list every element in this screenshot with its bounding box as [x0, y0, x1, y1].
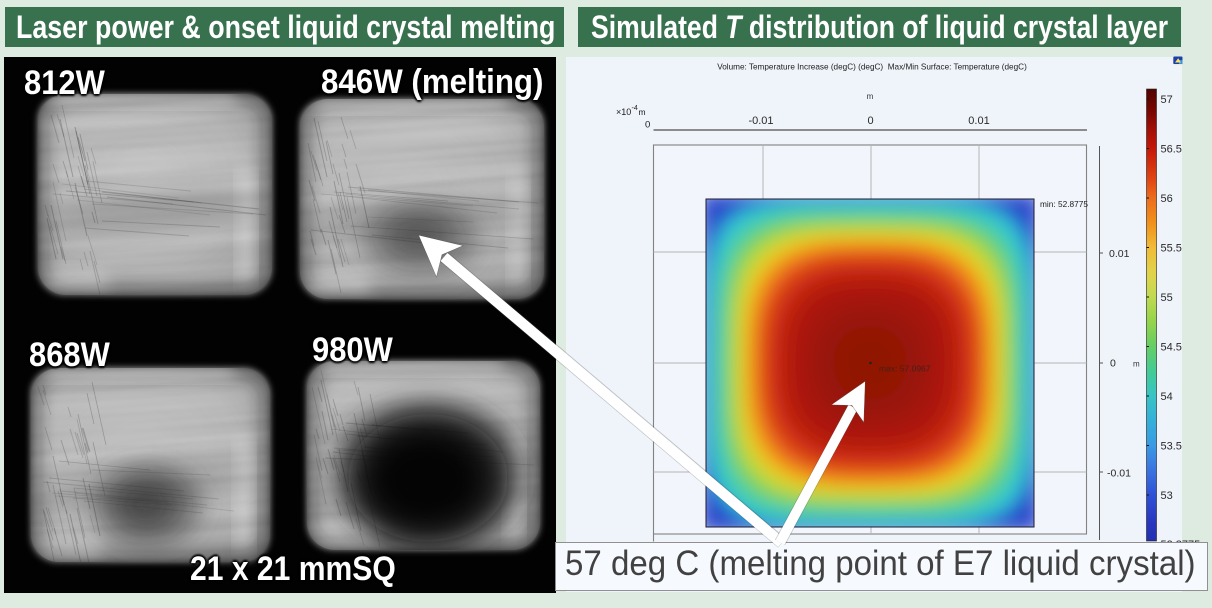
svg-text:max: 57.0967: max: 57.0967	[879, 364, 931, 374]
svg-text:0.01: 0.01	[1109, 248, 1130, 260]
svg-text:54: 54	[1161, 391, 1173, 403]
svg-text:54.5: 54.5	[1161, 342, 1182, 354]
svg-text:0.01: 0.01	[968, 115, 989, 127]
svg-text:56.5: 56.5	[1161, 144, 1182, 156]
svg-text:Volume: Temperature Increase (: Volume: Temperature Increase (degC) (deg…	[717, 63, 1027, 72]
svg-text:m: m	[867, 92, 874, 101]
svg-text:-0.01: -0.01	[748, 115, 773, 127]
svg-text:0: 0	[1110, 358, 1116, 370]
svg-text:-4: -4	[632, 105, 638, 112]
svg-text:0: 0	[867, 115, 873, 127]
svg-text:53: 53	[1161, 490, 1173, 502]
svg-text:0: 0	[645, 120, 650, 131]
svg-text:55.5: 55.5	[1161, 243, 1182, 255]
svg-text:56: 56	[1161, 193, 1173, 205]
svg-text:m: m	[1133, 360, 1140, 369]
svg-text:min: 52.8775: min: 52.8775	[1040, 199, 1088, 209]
svg-text:m: m	[639, 107, 646, 117]
svg-text:55: 55	[1161, 292, 1173, 304]
svg-text:57: 57	[1161, 94, 1173, 106]
svg-text:×10: ×10	[616, 107, 631, 117]
svg-text:-0.01: -0.01	[1107, 468, 1131, 480]
svg-text:53.5: 53.5	[1161, 441, 1182, 453]
